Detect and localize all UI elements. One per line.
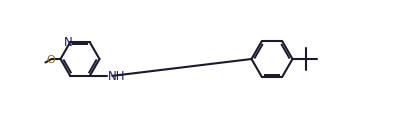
Text: NH: NH [107,69,125,82]
Text: O: O [46,54,55,64]
Text: N: N [64,36,72,49]
